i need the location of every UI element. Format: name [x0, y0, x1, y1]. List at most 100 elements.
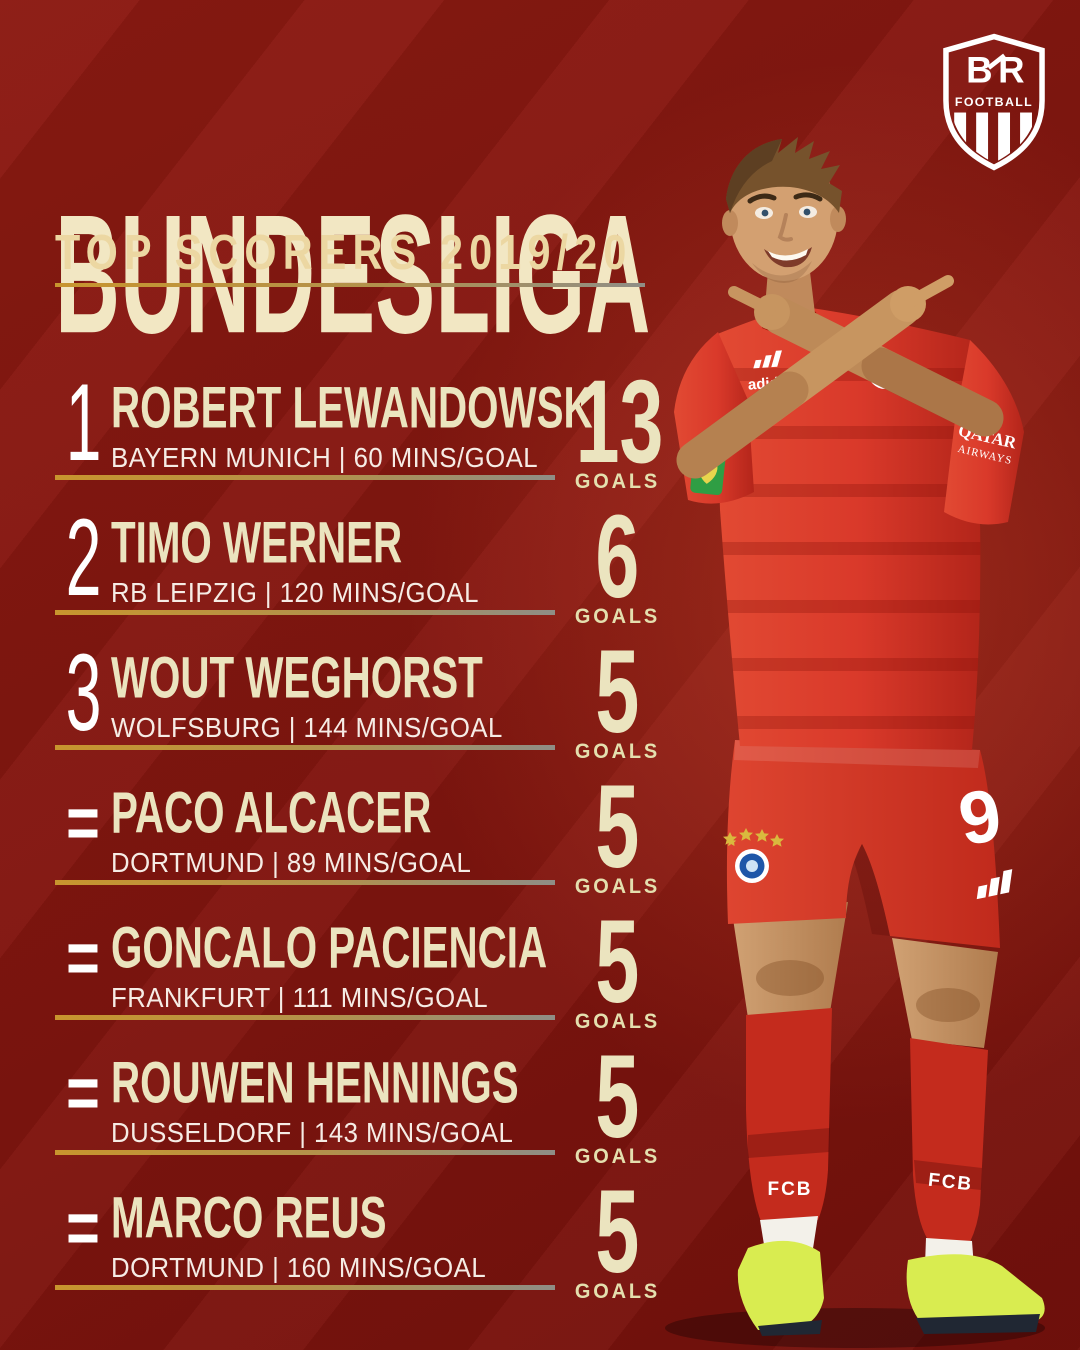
page-title: BUNDESLIGA	[55, 180, 651, 369]
goals-label: GOALS	[574, 1010, 661, 1033]
chest-brand-icon	[753, 350, 782, 369]
arm-front	[676, 275, 954, 479]
player-block: PACO ALCACER DORTMUND | 89 MINS/GOAL	[111, 777, 561, 877]
player-name: GONCALO PACIENCIA	[111, 913, 548, 980]
jaw-stubble	[752, 261, 812, 283]
shield-stripe-icon	[998, 112, 1011, 163]
left-sock-label: FCB	[767, 1179, 812, 1200]
player-block: ROBERT LEWANDOWSKI BAYERN MUNICH | 60 MI…	[111, 372, 604, 473]
player-meta: DUSSELDORF | 143 MINS/GOAL	[111, 1117, 514, 1148]
goals-block: 5 GOALS	[555, 759, 680, 899]
left-sock	[746, 1008, 832, 1224]
br-football-logo: B R FOOTBALL	[943, 33, 1045, 171]
right-leg	[892, 938, 998, 1048]
right-knee-shade	[916, 988, 980, 1022]
row-divider	[55, 745, 555, 750]
goals-label: GOALS	[574, 875, 661, 898]
arm-back	[728, 286, 1004, 437]
shorts-waist	[734, 740, 980, 768]
rank: =	[66, 1051, 100, 1134]
player-photo-illustration: FCB FCB 9	[665, 137, 1045, 1348]
goals-count: 6	[595, 489, 640, 623]
goals-label: GOALS	[574, 1145, 661, 1168]
scorer-row: = PACO ALCACER DORTMUND | 89 MINS/GOAL 5…	[55, 759, 680, 912]
shield-stripe-icon	[976, 112, 989, 163]
row-divider	[55, 1150, 555, 1155]
player-name: ROUWEN HENNINGS	[111, 1048, 519, 1115]
scorer-row: 1 ROBERT LEWANDOWSKI BAYERN MUNICH | 60 …	[55, 354, 680, 507]
left-leg	[732, 902, 848, 1018]
goals-count: 5	[595, 1029, 640, 1163]
rank: 1	[65, 362, 102, 485]
goals-block: 6 GOALS	[555, 489, 680, 629]
goals-block: 13 GOALS	[555, 354, 680, 494]
logo-slash-icon	[987, 53, 1006, 70]
shorts	[726, 740, 1000, 948]
player-block: MARCO REUS DORTMUND | 160 MINS/GOAL	[111, 1182, 561, 1282]
player-name: MARCO REUS	[111, 1183, 387, 1250]
rank: 3	[65, 632, 102, 755]
right-sock	[910, 1038, 988, 1242]
scorer-row: 3 WOUT WEGHORST WOLFSBURG | 144 MINS/GOA…	[55, 624, 680, 777]
page-subtitle: TOP SCORERS 2019/20	[55, 223, 633, 280]
scorer-row: 2 TIMO WERNER RB LEIPZIG | 120 MINS/GOAL…	[55, 489, 680, 642]
shorts-crest-icon	[723, 828, 784, 883]
goals-label: GOALS	[574, 470, 661, 493]
left-boot-sole	[758, 1320, 822, 1336]
right-sock-label: FCB	[927, 1170, 974, 1196]
rank: =	[66, 916, 100, 999]
goals-count: 5	[595, 759, 640, 893]
goals-label: GOALS	[574, 605, 661, 628]
right-boot	[906, 1254, 1045, 1324]
shield-outline-icon	[943, 33, 1045, 171]
player-block: ROUWEN HENNINGS DUSSELDORF | 143 MINS/GO…	[111, 1047, 561, 1147]
logo-caption: FOOTBALL	[955, 95, 1033, 109]
goals-count: 13	[575, 354, 664, 488]
player-name: ROBERT LEWANDOWSKI	[111, 373, 604, 440]
shorts-fold	[854, 844, 890, 936]
player-block: WOUT WEGHORST WOLFSBURG | 144 MINS/GOAL	[111, 642, 561, 742]
scorer-row: = MARCO REUS DORTMUND | 160 MINS/GOAL 5 …	[55, 1164, 680, 1317]
goals-label: GOALS	[574, 1280, 661, 1303]
hair-shade	[726, 139, 782, 213]
player-meta: DORTMUND | 89 MINS/GOAL	[111, 847, 472, 878]
goals-count: 5	[595, 624, 640, 758]
shorts-brand-icon	[976, 869, 1013, 900]
goals-block: 5 GOALS	[555, 624, 680, 764]
player-name: PACO ALCACER	[111, 778, 432, 845]
logo-initial-left: B	[966, 49, 992, 90]
rank: =	[66, 781, 100, 864]
goals-label: GOALS	[574, 740, 661, 763]
goals-block: 5 GOALS	[555, 1164, 680, 1304]
left-sock-shade	[748, 1128, 830, 1158]
scorer-row: = GONCALO PACIENCIA FRANKFURT | 111 MINS…	[55, 894, 680, 1047]
player-meta: BAYERN MUNICH | 60 MINS/GOAL	[111, 442, 539, 473]
scorer-row: = ROUWEN HENNINGS DUSSELDORF | 143 MINS/…	[55, 1029, 680, 1182]
left-boot	[737, 1240, 824, 1330]
scorers-list: 1 ROBERT LEWANDOWSKI BAYERN MUNICH | 60 …	[55, 354, 680, 1317]
goals-count: 5	[595, 1164, 640, 1298]
goals-block: 5 GOALS	[555, 894, 680, 1034]
player-name: WOUT WEGHORST	[111, 643, 483, 710]
goals-count: 5	[595, 894, 640, 1028]
row-divider	[55, 475, 555, 480]
right-sock-shade	[914, 1160, 982, 1190]
player-meta: FRANKFURT | 111 MINS/GOAL	[111, 982, 489, 1013]
right-boot-sole	[916, 1314, 1040, 1334]
left-knee-shade	[756, 960, 824, 996]
row-divider	[55, 1015, 555, 1020]
player-meta: WOLFSBURG | 144 MINS/GOAL	[111, 712, 503, 743]
row-divider	[55, 880, 555, 885]
rank: =	[66, 1186, 100, 1269]
row-divider	[55, 610, 555, 615]
player-block: TIMO WERNER RB LEIPZIG | 120 MINS/GOAL	[111, 507, 561, 607]
head	[722, 137, 846, 283]
row-divider	[55, 1285, 555, 1290]
rank: 2	[65, 497, 102, 620]
player-name: TIMO WERNER	[111, 508, 403, 575]
player-meta: RB LEIPZIG | 120 MINS/GOAL	[111, 577, 479, 608]
goals-block: 5 GOALS	[555, 1029, 680, 1169]
player-meta: DORTMUND | 160 MINS/GOAL	[111, 1252, 487, 1283]
title-divider	[55, 283, 645, 287]
